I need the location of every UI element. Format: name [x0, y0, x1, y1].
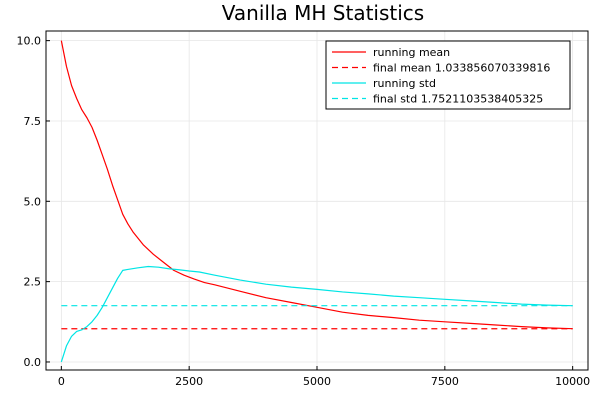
- chart-title: Vanilla MH Statistics: [222, 1, 424, 25]
- legend-entry: final std 1.7521103538405325: [373, 93, 543, 106]
- series-line-1: [60, 40, 573, 330]
- x-tick-label: 2500: [175, 375, 203, 388]
- y-tick-label: 7.5: [24, 115, 42, 128]
- legend-entry: running std: [373, 77, 436, 90]
- x-tick-label: 5000: [303, 375, 331, 388]
- ticks: 0 2500 5000 7500 10000 0.0 2.5 5.0 7.5 10.0: [17, 35, 591, 388]
- y-tick-label: 10.0: [17, 35, 42, 48]
- y-tick-label: 0.0: [24, 356, 42, 369]
- legend-box: [325, 40, 571, 110]
- x-tick-label: 10000: [555, 375, 590, 388]
- series-layer: [60, 40, 573, 363]
- y-tick-label: 2.5: [24, 276, 42, 289]
- x-tick-label: 0: [58, 375, 65, 388]
- legend-entry: final mean 1.033856070339816: [373, 62, 550, 75]
- legend-entry: running mean: [373, 46, 450, 59]
- y-tick-label: 5.0: [24, 195, 42, 208]
- legend: running mean final mean 1.033856070339816…: [325, 40, 571, 110]
- series-line-3: [60, 265, 573, 363]
- x-tick-label: 7500: [431, 375, 459, 388]
